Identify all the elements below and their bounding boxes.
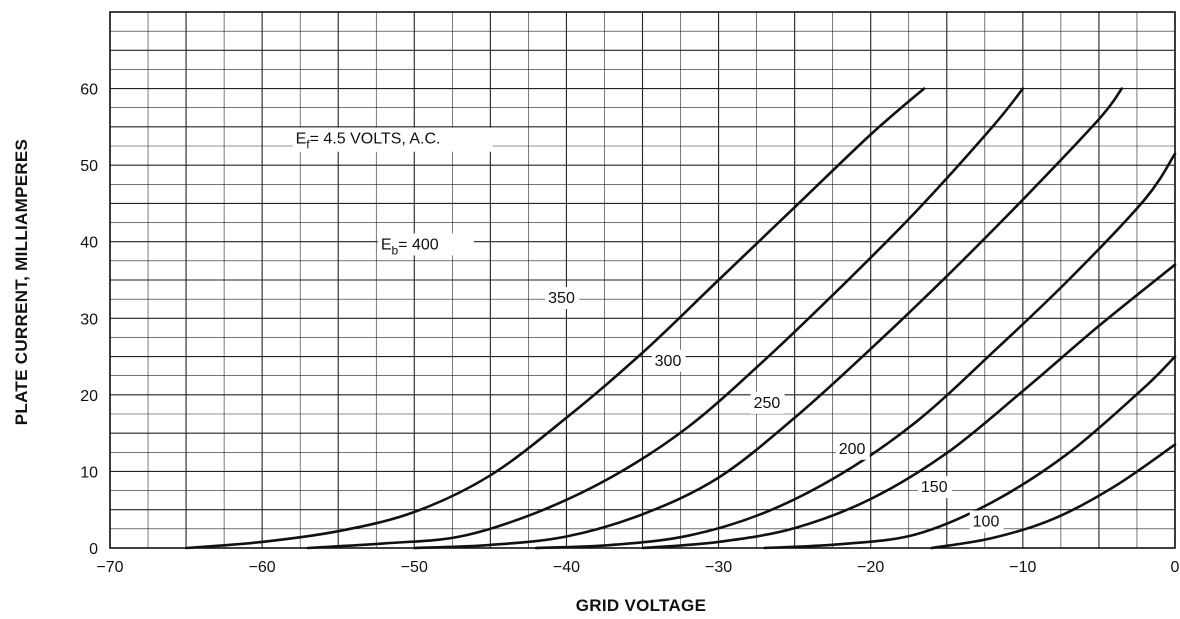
- y-tick-label: 30: [80, 311, 98, 328]
- grid: [109, 11, 1176, 549]
- y-axis-title: PLATE CURRENT, MILLIAMPERES: [12, 139, 31, 425]
- x-tick-label: 0: [1171, 559, 1180, 576]
- x-tick-label: −70: [96, 559, 123, 576]
- curve-eb-150: [762, 355, 1177, 550]
- x-tick-label: −60: [249, 559, 276, 576]
- x-tick-label: −20: [857, 559, 884, 576]
- curve-eb-250: [534, 152, 1177, 550]
- curve-label-bg: [750, 391, 785, 414]
- x-tick-label: −10: [1009, 559, 1036, 576]
- curve-label-350: 350: [548, 290, 575, 307]
- curve-label-150: 150: [921, 479, 948, 496]
- ef-prefix: E: [296, 131, 307, 148]
- curve-label-300: 300: [655, 353, 682, 370]
- y-tick-label: 40: [80, 235, 98, 252]
- y-tick-label: 0: [89, 541, 98, 558]
- curve-eb-200: [641, 263, 1177, 550]
- annotation-bg: [292, 127, 493, 152]
- curve-label-bg: [917, 476, 952, 499]
- y-tick-label: 50: [80, 158, 98, 175]
- curve-eb-100: [930, 443, 1177, 550]
- curves: [184, 87, 1177, 550]
- x-axis-title: GRID VOLTAGE: [576, 596, 706, 615]
- curve-eb-400: [184, 87, 926, 550]
- x-tick-label: −40: [553, 559, 580, 576]
- curve-label-bg: [545, 286, 580, 309]
- x-tick-label: −30: [705, 559, 732, 576]
- ef-subscript: f: [306, 138, 310, 152]
- tick-labels: −70 −60 −50 −40 −30 −20 −10 0 0 10 20 30 40 50 60: [80, 82, 1179, 576]
- curve-label-250: 250: [754, 395, 781, 412]
- y-tick-label: 20: [80, 388, 98, 405]
- curve-label-bg: [651, 349, 686, 372]
- filament-voltage-annotation: Ef= 4.5 VOLTS, A.C.: [296, 131, 441, 152]
- y-tick-label: 60: [80, 82, 98, 99]
- curve-label-bg: [969, 510, 1004, 533]
- curve-label-100: 100: [973, 514, 1000, 531]
- curve-label-bg: [377, 233, 474, 256]
- curve-label-400: Eb= 400: [381, 236, 439, 257]
- curve-eb-350: [306, 87, 1025, 550]
- curve-label-bg: [835, 437, 870, 460]
- curve-labels: Eb= 400 350 300 250 200 150 100: [377, 233, 1004, 533]
- y-tick-label: 10: [80, 464, 98, 481]
- curve-label-200: 200: [839, 441, 866, 458]
- ef-text: = 4.5 VOLTS, A.C.: [310, 131, 441, 148]
- x-tick-label: −50: [401, 559, 428, 576]
- curve-eb-300: [413, 87, 1124, 550]
